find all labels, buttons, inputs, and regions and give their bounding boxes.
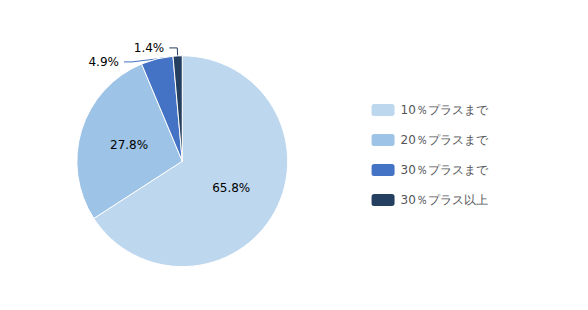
svg-text:30％プラス以上: 30％プラス以上: [401, 193, 488, 207]
svg-text:65.8%: 65.8%: [212, 181, 250, 195]
svg-text:10％プラスまで: 10％プラスまで: [401, 103, 489, 117]
svg-text:4.9%: 4.9%: [88, 55, 119, 69]
svg-text:1.4%: 1.4%: [134, 41, 165, 55]
svg-text:30％プラスまで: 30％プラスまで: [401, 163, 489, 177]
svg-text:27.8%: 27.8%: [110, 138, 148, 152]
svg-text:20％プラスまで: 20％プラスまで: [401, 133, 489, 147]
